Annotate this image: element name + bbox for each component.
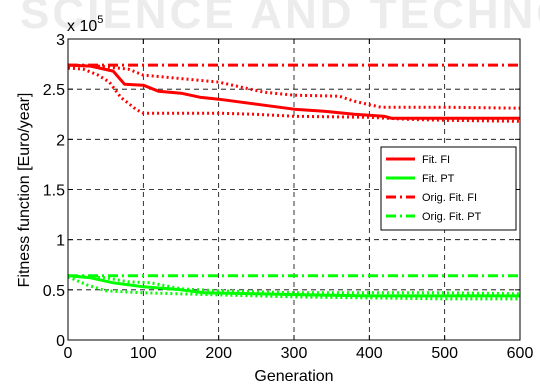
- x-tick-label: 0: [64, 345, 73, 362]
- series-line: [67, 63, 521, 110]
- y-axis-label: Fitness function [Euro/year]: [16, 93, 33, 288]
- watermark-text: SCIENCE AND TECHNOLOGY: [20, 0, 540, 38]
- y-tick-label: 2: [56, 132, 65, 149]
- x-tick-label: 400: [356, 345, 383, 362]
- tick-group: [67, 38, 521, 341]
- y-tick-label: 3: [56, 32, 65, 49]
- legend: Fit. FI Fit. PT Orig. Fit. FI Orig. Fit. PT: [380, 146, 517, 231]
- y-multiplier-base: x 10: [67, 18, 97, 35]
- y-multiplier: x 105: [67, 14, 103, 35]
- series-line: [67, 274, 520, 298]
- x-tick-label: 100: [130, 345, 157, 362]
- legend-box: [380, 146, 517, 231]
- y-tick-label: 1.5: [43, 183, 65, 200]
- x-tick-label: 500: [431, 345, 458, 362]
- x-tick-label: 600: [507, 345, 534, 362]
- legend-label: Orig. Fit. FI: [422, 192, 477, 204]
- legend-label: Fit. FI: [422, 154, 450, 166]
- y-tick-labels: 0 0.5 1 1.5 2 2.5 3: [43, 32, 65, 350]
- y-tick-label: 0: [56, 333, 65, 350]
- y-multiplier-exponent: 5: [97, 14, 103, 26]
- y-tick-label: 2.5: [43, 82, 65, 99]
- x-tick-labels: 0 100 200 300 400 500 600: [64, 345, 534, 362]
- series-group: [67, 63, 521, 301]
- legend-label: Orig. Fit. PT: [422, 211, 482, 223]
- series-line: [67, 274, 521, 296]
- x-tick-label: 200: [205, 345, 232, 362]
- grid: [68, 39, 520, 340]
- y-tick-label: 1: [56, 233, 65, 250]
- legend-label: Fit. PT: [422, 173, 455, 185]
- y-tick-label: 0.5: [43, 283, 65, 300]
- x-tick-label: 300: [281, 345, 308, 362]
- series-line: [67, 63, 520, 120]
- x-axis-label: Generation: [254, 368, 333, 385]
